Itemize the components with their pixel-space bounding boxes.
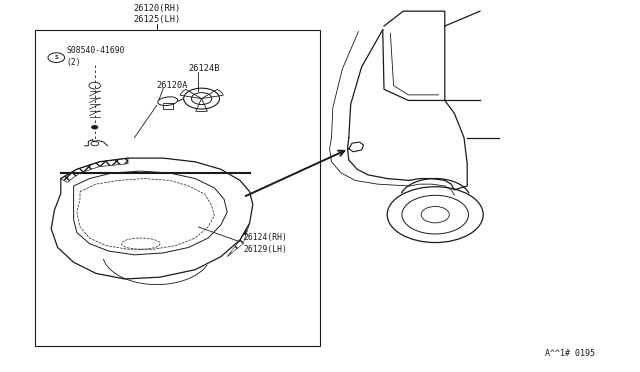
Text: 26124(RH)
26129(LH): 26124(RH) 26129(LH) (243, 233, 287, 254)
Text: 26120A: 26120A (157, 81, 188, 90)
Text: S: S (54, 55, 58, 60)
Text: 26124B: 26124B (189, 64, 220, 73)
Bar (163, 103, 173, 109)
Text: S08540-41690
(2): S08540-41690 (2) (67, 46, 125, 67)
Circle shape (92, 125, 98, 129)
Bar (35, 30, 320, 346)
Text: 26120(RH)
26125(LH): 26120(RH) 26125(LH) (133, 4, 180, 24)
Text: A^^1# 0195: A^^1# 0195 (545, 349, 595, 358)
